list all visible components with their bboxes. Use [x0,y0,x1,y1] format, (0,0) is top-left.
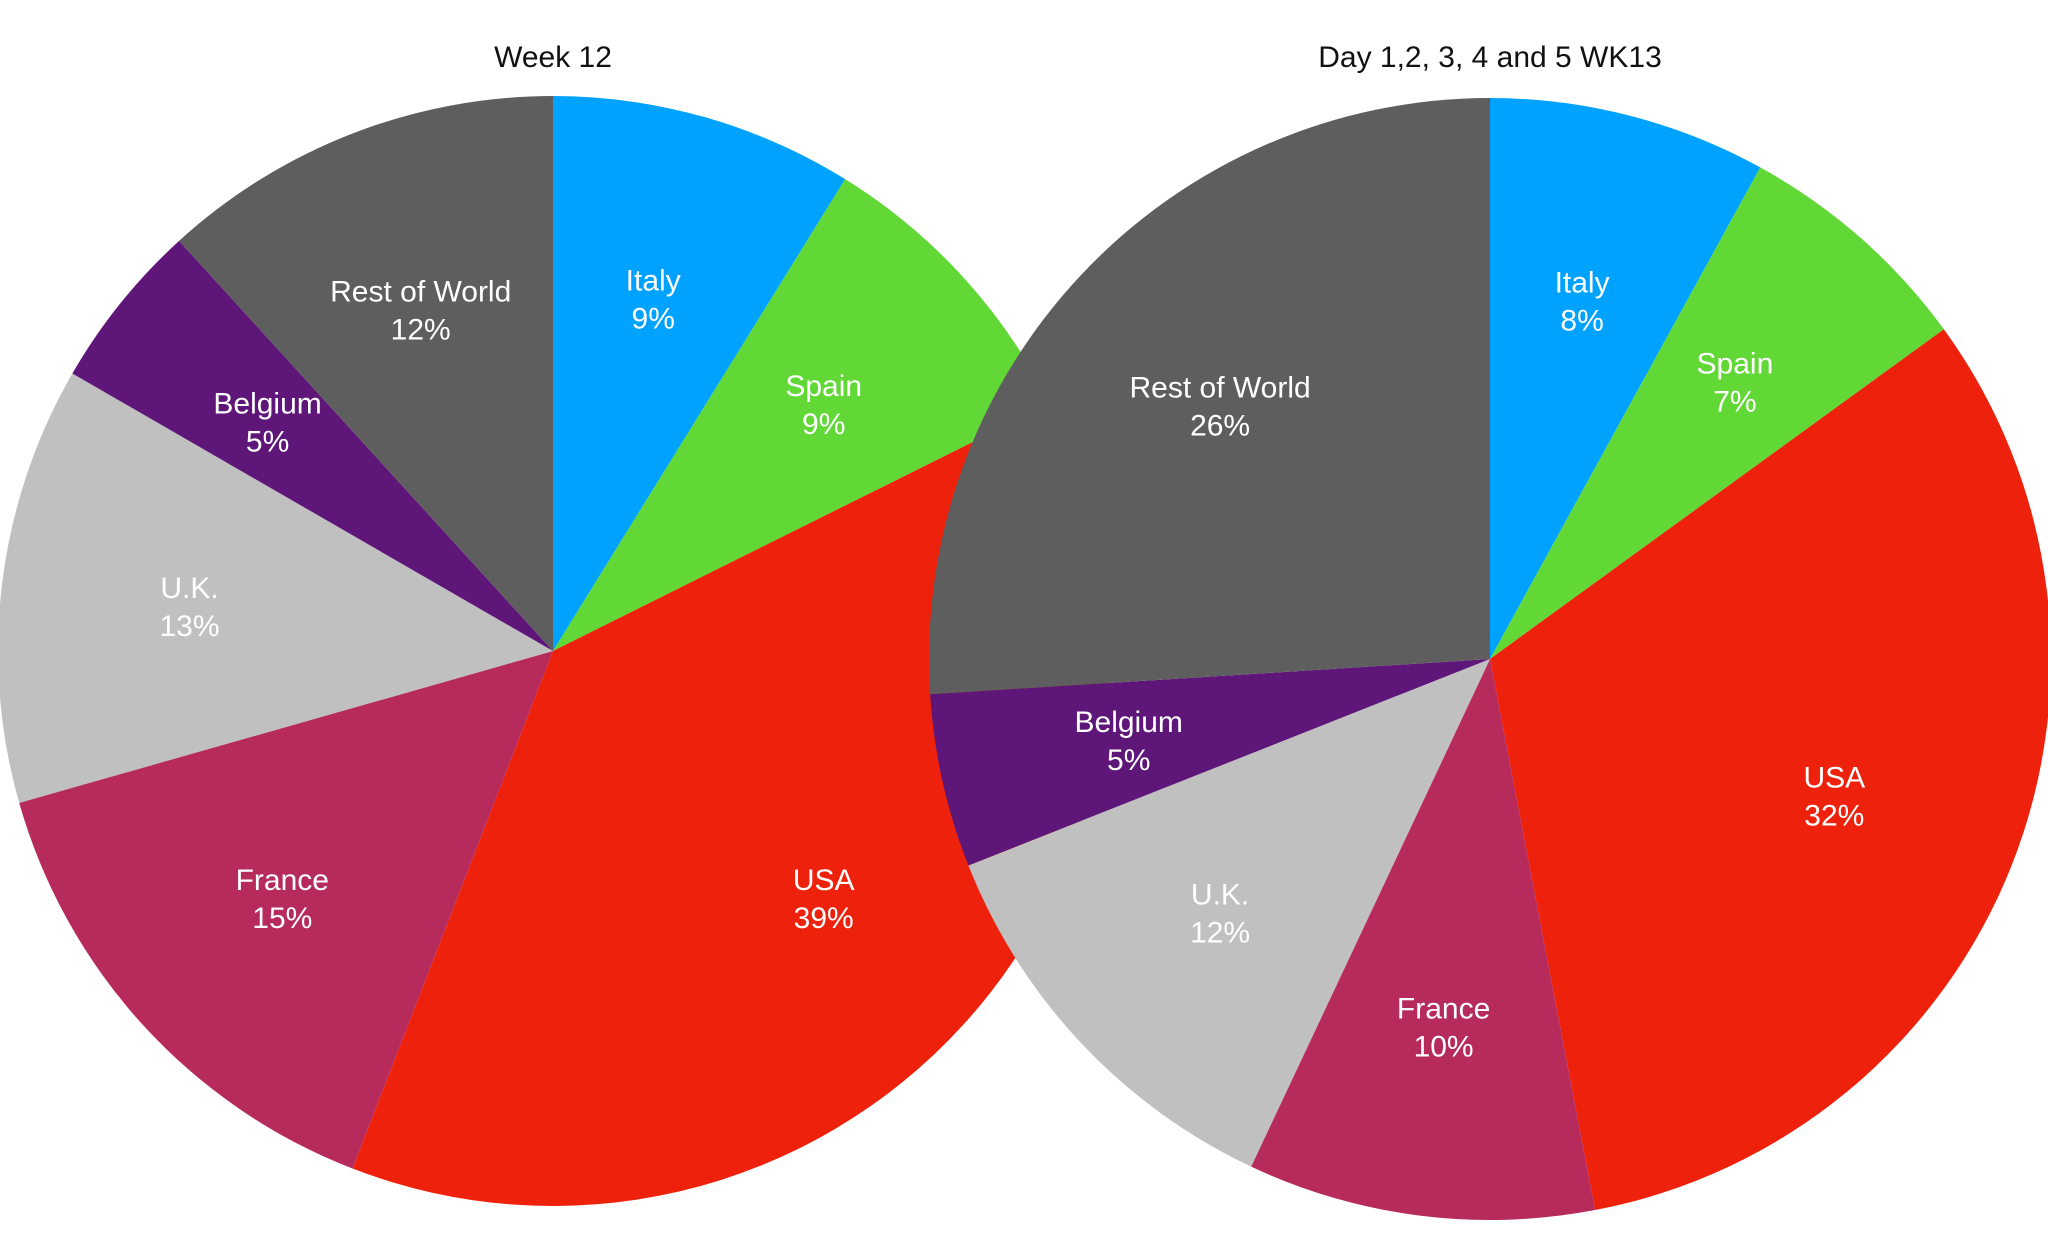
pie-slice-france [1251,659,1596,1220]
slice-label-usa: USA 39% [793,864,855,935]
slice-value: 5% [1107,744,1150,777]
slice-label-u-k: U.K. 12% [1190,879,1250,950]
slice-label-italy: Italy 8% [1555,266,1610,337]
slice-value: 9% [802,408,845,441]
slice-label-rest-of-world: Rest of World 12% [330,275,511,346]
slice-name: France [1397,992,1490,1025]
chart-title-wk13: Day 1,2, 3, 4 and 5 WK13 [1318,41,1662,74]
pie-slice-belgium [72,240,554,651]
pie-slice-u-k [968,659,1490,1167]
slice-name: USA [1803,761,1865,794]
slice-label-spain: Spain 7% [1697,347,1774,418]
pie-slice-u-k [0,373,553,803]
slice-label-u-k: U.K. 13% [159,572,219,643]
pie-slice-spain [553,179,1050,651]
slice-value: 9% [632,303,675,336]
slice-label-spain: Spain 9% [785,370,862,441]
slice-name: Belgium [1075,706,1183,739]
slice-label-france: France 15% [236,864,329,935]
pie-slice-italy [1490,98,1761,659]
slice-value: 12% [1190,917,1250,950]
pie-slice-france [19,651,553,1169]
slice-value: 5% [246,425,289,458]
slice-value: 12% [391,313,451,346]
pie-slice-rest-of-world [179,96,553,651]
pie-slice-belgium [930,659,1490,866]
pie-chart-wk13: Italy 8% Spain 7% USA 32% France 10% U.K. 12% Belg… [929,41,2048,1220]
slice-label-belgium: Belgium 5% [213,387,321,458]
slice-name: U.K. [1191,879,1249,912]
pie-chart-week-12: Italy 9% Spain 9% USA 39% France 15% U.K. 13% Belg… [0,41,1109,1206]
pie-slice-italy [553,96,846,651]
slice-label-usa: USA 32% [1803,761,1865,832]
slice-value: 8% [1560,304,1603,337]
slice-value: 7% [1713,385,1756,418]
pie-slice-usa [1490,329,2048,1211]
slice-label-france: France 10% [1397,992,1490,1063]
slice-value: 26% [1190,410,1250,443]
slice-name: Rest of World [1130,372,1311,405]
slice-value: 32% [1804,799,1864,832]
slice-name: Belgium [213,387,321,420]
slice-label-rest-of-world: Rest of World 26% [1130,372,1311,443]
slice-name: France [236,864,329,897]
slice-name: Spain [1697,347,1774,380]
slice-name: Italy [626,265,681,298]
pie-slice-usa [352,403,1109,1206]
slice-name: USA [793,864,855,897]
slice-label-italy: Italy 9% [626,265,681,336]
slice-name: Rest of World [330,275,511,308]
slice-name: Italy [1555,266,1610,299]
slice-value: 39% [794,902,854,935]
slice-value: 10% [1414,1030,1474,1063]
slice-value: 13% [159,610,219,643]
slice-name: Spain [785,370,862,403]
slice-label-belgium: Belgium 5% [1075,706,1183,777]
slice-value: 15% [252,902,312,935]
chart-title-week-12: Week 12 [494,41,612,74]
pie-slice-rest-of-world [929,98,1490,695]
slice-name: U.K. [160,572,218,605]
pie-slice-spain [1490,167,1944,659]
